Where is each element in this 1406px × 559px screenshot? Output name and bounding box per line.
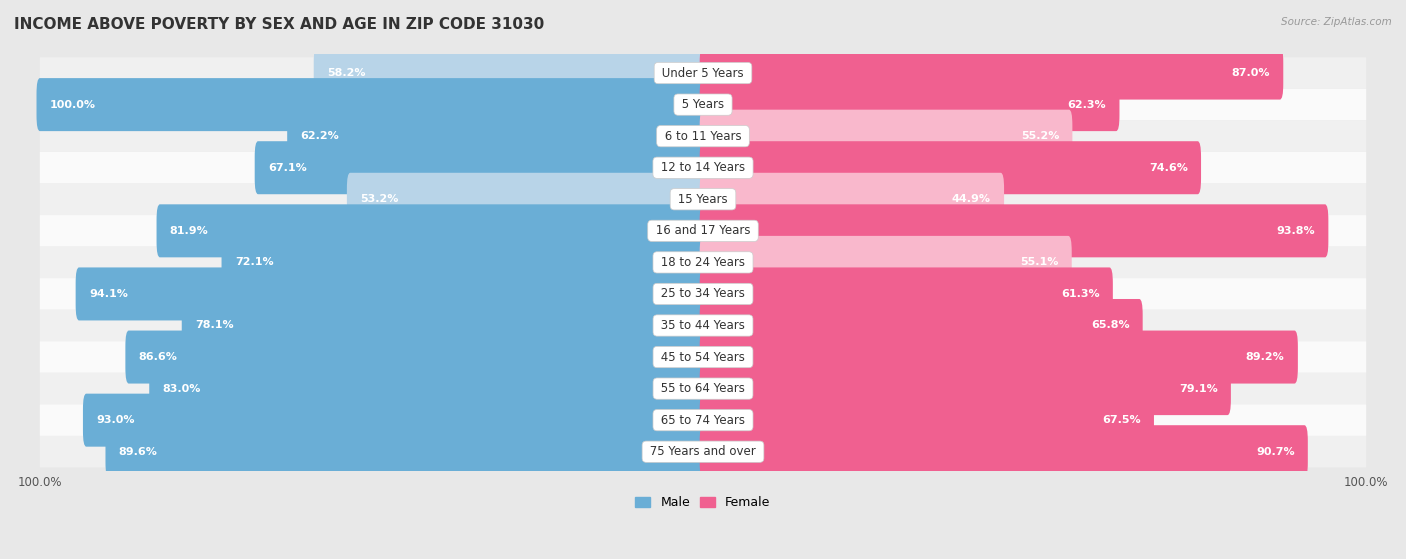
FancyBboxPatch shape <box>254 141 706 194</box>
FancyBboxPatch shape <box>105 425 706 478</box>
FancyBboxPatch shape <box>700 394 1154 447</box>
FancyBboxPatch shape <box>700 362 1230 415</box>
Text: 74.6%: 74.6% <box>1149 163 1188 173</box>
FancyBboxPatch shape <box>149 362 706 415</box>
Text: 18 to 24 Years: 18 to 24 Years <box>657 256 749 269</box>
FancyBboxPatch shape <box>39 215 1367 247</box>
Text: 62.2%: 62.2% <box>301 131 339 141</box>
FancyBboxPatch shape <box>700 78 1119 131</box>
Text: 90.7%: 90.7% <box>1256 447 1295 457</box>
FancyBboxPatch shape <box>156 205 706 257</box>
FancyBboxPatch shape <box>39 89 1367 120</box>
Text: 16 and 17 Years: 16 and 17 Years <box>652 224 754 238</box>
FancyBboxPatch shape <box>39 183 1367 215</box>
FancyBboxPatch shape <box>39 247 1367 278</box>
Text: 67.1%: 67.1% <box>269 163 307 173</box>
FancyBboxPatch shape <box>700 330 1298 383</box>
FancyBboxPatch shape <box>222 236 706 289</box>
FancyBboxPatch shape <box>287 110 706 163</box>
Text: 55.2%: 55.2% <box>1021 131 1059 141</box>
FancyBboxPatch shape <box>39 278 1367 310</box>
Text: 89.6%: 89.6% <box>118 447 157 457</box>
FancyBboxPatch shape <box>700 299 1143 352</box>
Text: 79.1%: 79.1% <box>1178 383 1218 394</box>
FancyBboxPatch shape <box>39 436 1367 467</box>
FancyBboxPatch shape <box>700 267 1112 320</box>
FancyBboxPatch shape <box>700 425 1308 478</box>
Text: 65.8%: 65.8% <box>1091 320 1129 330</box>
Text: Under 5 Years: Under 5 Years <box>658 67 748 79</box>
Text: 45 to 54 Years: 45 to 54 Years <box>657 350 749 363</box>
Text: 62.3%: 62.3% <box>1067 100 1107 110</box>
FancyBboxPatch shape <box>700 110 1073 163</box>
Text: 25 to 34 Years: 25 to 34 Years <box>657 287 749 300</box>
FancyBboxPatch shape <box>700 173 1004 226</box>
Text: 87.0%: 87.0% <box>1232 68 1270 78</box>
FancyBboxPatch shape <box>39 57 1367 89</box>
FancyBboxPatch shape <box>700 205 1329 257</box>
Text: 89.2%: 89.2% <box>1246 352 1285 362</box>
Text: 94.1%: 94.1% <box>89 289 128 299</box>
Text: 83.0%: 83.0% <box>163 383 201 394</box>
FancyBboxPatch shape <box>39 310 1367 342</box>
Text: 12 to 14 Years: 12 to 14 Years <box>657 161 749 174</box>
FancyBboxPatch shape <box>39 373 1367 404</box>
FancyBboxPatch shape <box>700 46 1284 100</box>
Text: 53.2%: 53.2% <box>360 195 398 204</box>
FancyBboxPatch shape <box>700 141 1201 194</box>
Text: Source: ZipAtlas.com: Source: ZipAtlas.com <box>1281 17 1392 27</box>
Text: 44.9%: 44.9% <box>952 195 991 204</box>
Text: 100.0%: 100.0% <box>49 100 96 110</box>
FancyBboxPatch shape <box>76 267 706 320</box>
FancyBboxPatch shape <box>37 78 706 131</box>
Text: INCOME ABOVE POVERTY BY SEX AND AGE IN ZIP CODE 31030: INCOME ABOVE POVERTY BY SEX AND AGE IN Z… <box>14 17 544 32</box>
FancyBboxPatch shape <box>39 152 1367 183</box>
Text: 58.2%: 58.2% <box>328 68 366 78</box>
Text: 65 to 74 Years: 65 to 74 Years <box>657 414 749 427</box>
Text: 75 Years and over: 75 Years and over <box>647 445 759 458</box>
FancyBboxPatch shape <box>347 173 706 226</box>
Text: 35 to 44 Years: 35 to 44 Years <box>657 319 749 332</box>
FancyBboxPatch shape <box>314 46 706 100</box>
FancyBboxPatch shape <box>83 394 706 447</box>
FancyBboxPatch shape <box>181 299 706 352</box>
FancyBboxPatch shape <box>39 404 1367 436</box>
Text: 93.0%: 93.0% <box>96 415 135 425</box>
FancyBboxPatch shape <box>39 120 1367 152</box>
FancyBboxPatch shape <box>125 330 706 383</box>
Text: 93.8%: 93.8% <box>1277 226 1315 236</box>
Text: 67.5%: 67.5% <box>1102 415 1140 425</box>
Text: 78.1%: 78.1% <box>195 320 233 330</box>
Text: 55.1%: 55.1% <box>1021 257 1059 267</box>
Text: 15 Years: 15 Years <box>675 193 731 206</box>
Text: 86.6%: 86.6% <box>139 352 177 362</box>
Text: 5 Years: 5 Years <box>678 98 728 111</box>
Text: 55 to 64 Years: 55 to 64 Years <box>657 382 749 395</box>
FancyBboxPatch shape <box>39 342 1367 373</box>
Text: 72.1%: 72.1% <box>235 257 273 267</box>
Text: 81.9%: 81.9% <box>170 226 208 236</box>
FancyBboxPatch shape <box>700 236 1071 289</box>
Text: 61.3%: 61.3% <box>1062 289 1099 299</box>
Legend: Male, Female: Male, Female <box>630 491 776 514</box>
Text: 6 to 11 Years: 6 to 11 Years <box>661 130 745 143</box>
